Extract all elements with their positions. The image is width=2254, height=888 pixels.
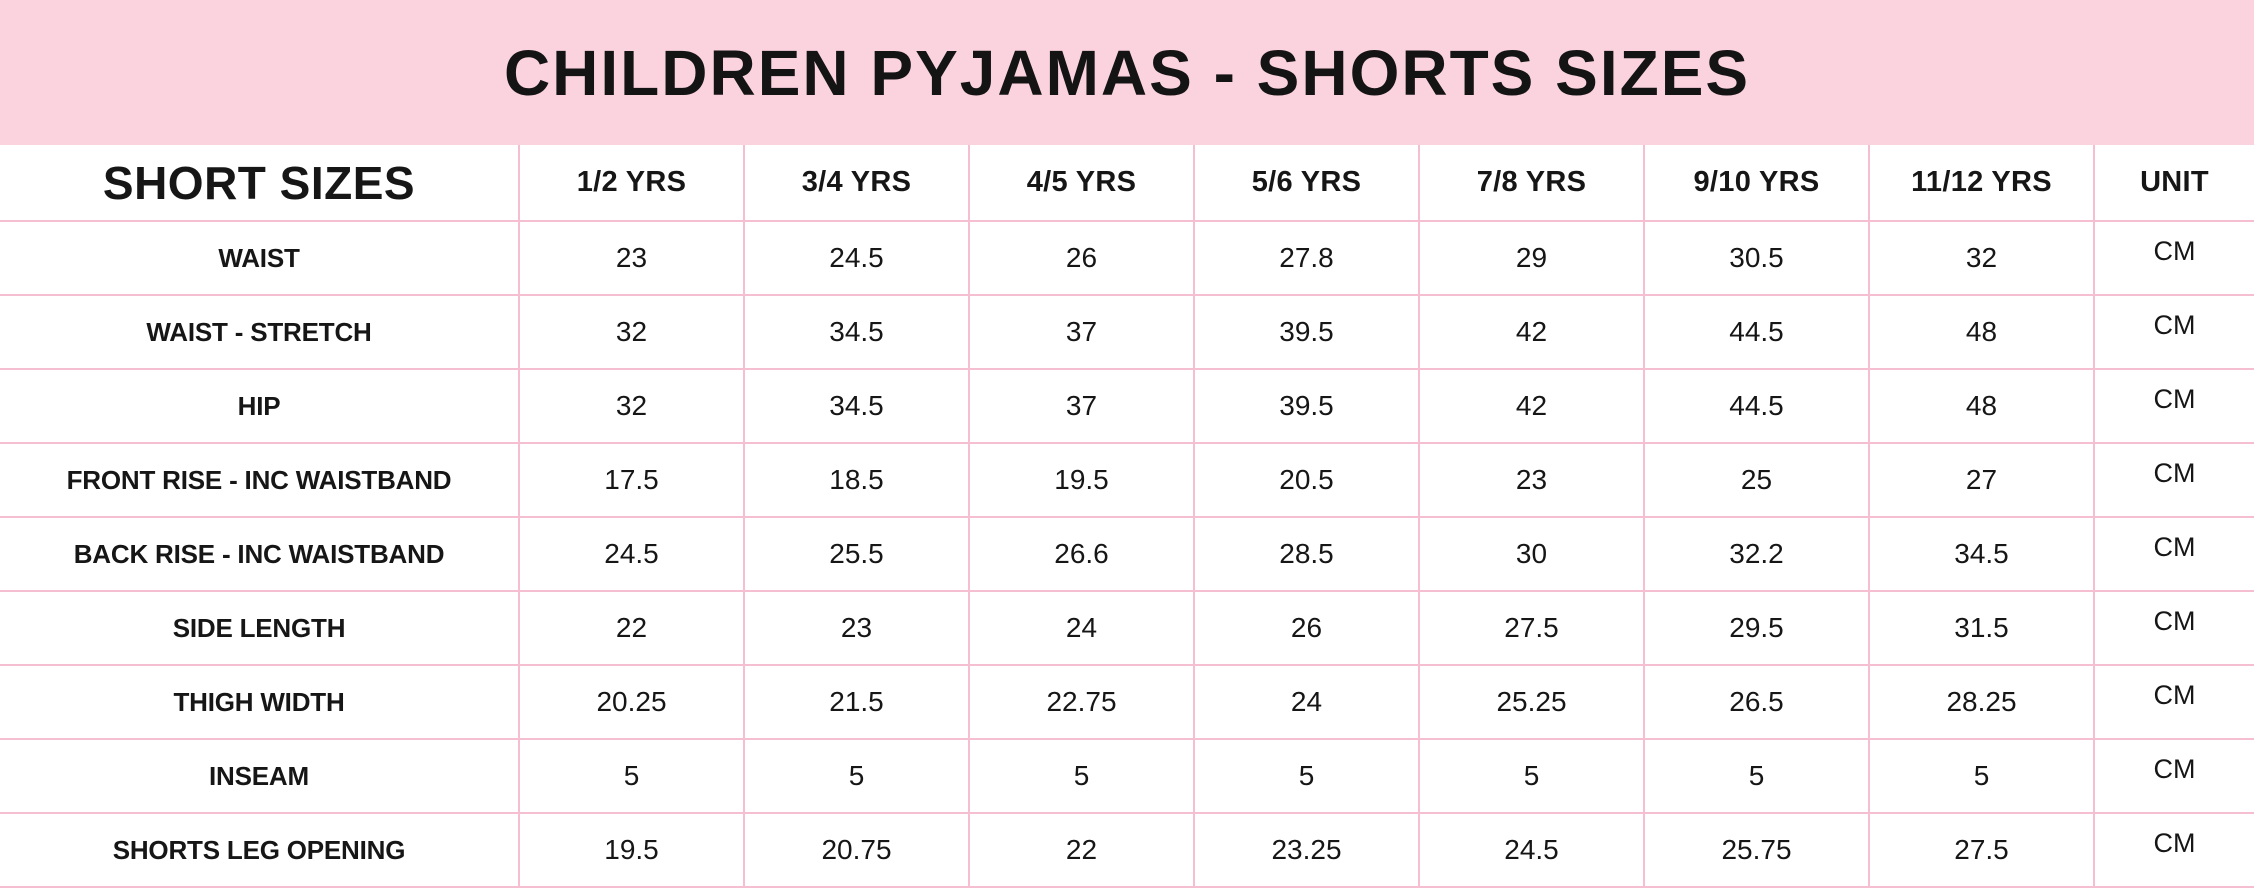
size-value: 25	[1645, 444, 1868, 516]
title-banner: CHILDREN PYJAMAS - SHORTS SIZES	[0, 0, 2254, 145]
size-value: 28.5	[1195, 518, 1418, 590]
column-header-age: 9/10 YRS	[1645, 145, 1868, 220]
size-value: 24	[1195, 666, 1418, 738]
size-value: 25.75	[1645, 814, 1868, 886]
size-value: 44.5	[1645, 296, 1868, 368]
size-value: 42	[1420, 296, 1643, 368]
size-value: 18.5	[745, 444, 968, 516]
column-header-age: 4/5 YRS	[970, 145, 1193, 220]
size-value: 34.5	[745, 370, 968, 442]
unit-cell: CM	[2095, 740, 2254, 812]
unit-cell: CM	[2095, 444, 2254, 516]
size-value: 32.2	[1645, 518, 1868, 590]
size-value: 29.5	[1645, 592, 1868, 664]
size-value: 31.5	[1870, 592, 2093, 664]
row-label: SIDE LENGTH	[0, 592, 518, 664]
size-value: 24	[970, 592, 1193, 664]
size-value: 25.25	[1420, 666, 1643, 738]
size-value: 24.5	[1420, 814, 1643, 886]
row-label: WAIST - STRETCH	[0, 296, 518, 368]
size-value: 26.6	[970, 518, 1193, 590]
page-title: CHILDREN PYJAMAS - SHORTS SIZES	[503, 36, 1751, 109]
unit-cell: CM	[2095, 666, 2254, 738]
size-value: 27.5	[1870, 814, 2093, 886]
size-value: 5	[520, 740, 743, 812]
column-header-age: 3/4 YRS	[745, 145, 968, 220]
row-label: SHORTS LEG OPENING	[0, 814, 518, 886]
size-value: 32	[520, 370, 743, 442]
size-value: 19.5	[520, 814, 743, 886]
size-value: 22.75	[970, 666, 1193, 738]
size-value: 24.5	[745, 222, 968, 294]
size-value: 23	[520, 222, 743, 294]
size-value: 5	[1195, 740, 1418, 812]
size-value: 22	[520, 592, 743, 664]
size-value: 5	[745, 740, 968, 812]
size-value: 37	[970, 370, 1193, 442]
size-value: 5	[970, 740, 1193, 812]
size-value: 37	[970, 296, 1193, 368]
row-label: THIGH WIDTH	[0, 666, 518, 738]
unit-cell: CM	[2095, 296, 2254, 368]
size-value: 23	[1420, 444, 1643, 516]
size-value: 20.25	[520, 666, 743, 738]
size-value: 44.5	[1645, 370, 1868, 442]
size-value: 27.8	[1195, 222, 1418, 294]
size-value: 5	[1645, 740, 1868, 812]
column-header-age: 1/2 YRS	[520, 145, 743, 220]
size-value: 34.5	[745, 296, 968, 368]
size-value: 42	[1420, 370, 1643, 442]
size-value: 21.5	[745, 666, 968, 738]
row-label: BACK RISE - INC WAISTBAND	[0, 518, 518, 590]
size-value: 26	[970, 222, 1193, 294]
size-value: 48	[1870, 296, 2093, 368]
size-value: 32	[1870, 222, 2093, 294]
size-value: 26.5	[1645, 666, 1868, 738]
size-value: 5	[1870, 740, 2093, 812]
unit-cell: CM	[2095, 370, 2254, 442]
size-value: 17.5	[520, 444, 743, 516]
size-value: 30.5	[1645, 222, 1868, 294]
size-table: SHORT SIZES 1/2 YRS 3/4 YRS 4/5 YRS 5/6 …	[0, 145, 2254, 888]
unit-cell: CM	[2095, 518, 2254, 590]
size-value: 23.25	[1195, 814, 1418, 886]
column-header-unit: UNIT	[2095, 145, 2254, 220]
size-value: 27	[1870, 444, 2093, 516]
row-label: HIP	[0, 370, 518, 442]
size-value: 19.5	[970, 444, 1193, 516]
size-value: 39.5	[1195, 370, 1418, 442]
size-value: 32	[520, 296, 743, 368]
size-value: 24.5	[520, 518, 743, 590]
row-label: FRONT RISE - INC WAISTBAND	[0, 444, 518, 516]
size-value: 39.5	[1195, 296, 1418, 368]
size-value: 20.75	[745, 814, 968, 886]
unit-cell: CM	[2095, 222, 2254, 294]
size-value: 48	[1870, 370, 2093, 442]
row-label: INSEAM	[0, 740, 518, 812]
size-value: 23	[745, 592, 968, 664]
unit-cell: CM	[2095, 814, 2254, 886]
row-label: WAIST	[0, 222, 518, 294]
size-value: 5	[1420, 740, 1643, 812]
size-value: 29	[1420, 222, 1643, 294]
column-header-age: 7/8 YRS	[1420, 145, 1643, 220]
size-value: 22	[970, 814, 1193, 886]
size-value: 20.5	[1195, 444, 1418, 516]
column-header-short-sizes: SHORT SIZES	[0, 145, 518, 220]
size-value: 30	[1420, 518, 1643, 590]
column-header-age: 5/6 YRS	[1195, 145, 1418, 220]
size-value: 27.5	[1420, 592, 1643, 664]
size-value: 28.25	[1870, 666, 2093, 738]
column-header-age: 11/12 YRS	[1870, 145, 2093, 220]
size-value: 34.5	[1870, 518, 2093, 590]
size-value: 26	[1195, 592, 1418, 664]
unit-cell: CM	[2095, 592, 2254, 664]
size-value: 25.5	[745, 518, 968, 590]
